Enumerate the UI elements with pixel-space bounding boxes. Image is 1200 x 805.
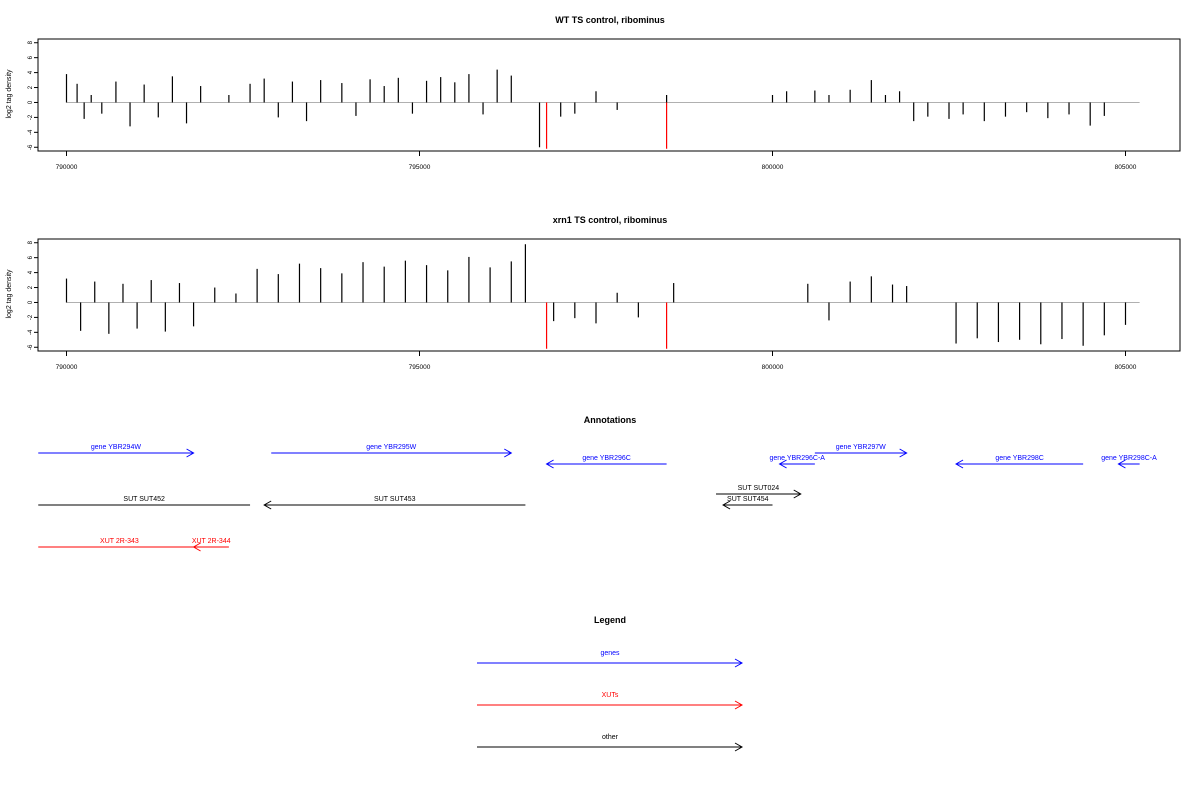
annotation-features: gene YBR294W gene YBR295W gene YBR296C gene… (38, 444, 1157, 552)
x-tick-label: 800000 (762, 364, 784, 371)
feature-arrowhead (504, 448, 513, 458)
feature-arrowhead (186, 448, 195, 458)
feature-arrowhead (955, 459, 964, 469)
x-tick-label: 790000 (56, 164, 78, 171)
wt-track-ylabel: log2 tag density (6, 69, 13, 119)
legend-panel: Legend genes XUTs other (477, 615, 744, 752)
y-tick-label: 2 (28, 85, 34, 89)
y-tick-label: -2 (28, 314, 34, 320)
x-tick-label: 805000 (1115, 364, 1137, 371)
y-tick-label: -4 (28, 329, 34, 335)
y-tick-label: -2 (28, 114, 34, 120)
legend-label: other (602, 734, 619, 741)
x-tick-label: 800000 (762, 164, 784, 171)
y-tick-label: -4 (28, 129, 34, 135)
wt-bars (65, 69, 1140, 149)
y-tick-label: 6 (28, 255, 34, 259)
annotations-panel: Annotations gene YBR294W gene YBR295Wgene… (38, 415, 1157, 552)
x-tick-label: 795000 (409, 164, 431, 171)
feature-label: gene YBR296C (582, 455, 631, 462)
y-tick-label: 0 (28, 100, 34, 104)
xrn1-plot-frame (37, 238, 1181, 352)
feature-label: gene YBR294W (91, 444, 141, 451)
feature-arrowhead (545, 459, 554, 469)
legend-arrowhead (734, 700, 744, 710)
xrn1-track-title: xrn1 TS control, ribominus (553, 215, 668, 225)
feature-label: gene YBR298C-A (1101, 455, 1157, 462)
feature-arrowhead (192, 542, 201, 552)
wt-y-axis: 8 6 4 2 0 -2 -4 -6 (28, 40, 38, 150)
y-tick-label: -6 (28, 144, 34, 150)
feature-label: XUT 2R-343 (100, 538, 139, 545)
feature-arrowhead (722, 500, 731, 510)
x-tick-label: 805000 (1115, 164, 1137, 171)
legend-arrowhead (734, 742, 744, 752)
feature-arrowhead (793, 489, 802, 499)
legend-title: Legend (594, 615, 626, 625)
xrn1-track-panel: xrn1 TS control, ribominus log2 tag dens… (6, 215, 1181, 371)
y-tick-label: 4 (28, 70, 34, 74)
y-tick-label: 8 (28, 240, 34, 244)
feature-label: SUT SUT452 (123, 496, 165, 503)
feature-arrowhead (778, 459, 787, 469)
wt-track-title: WT TS control, ribominus (555, 15, 665, 25)
feature-arrowhead (899, 448, 908, 458)
y-tick-label: 2 (28, 285, 34, 289)
legend-label: XUTs (602, 692, 619, 699)
feature-arrowhead (1117, 459, 1126, 469)
legend-items: genes XUTs other (477, 650, 744, 752)
xrn1-y-axis: 8 6 4 2 0 -2 -4 -6 (28, 240, 38, 350)
wt-x-axis: 790000 795000 800000 805000 (56, 151, 1137, 171)
feature-label: gene YBR297W (836, 444, 886, 451)
feature-arrowhead (263, 500, 272, 510)
legend-label: genes (600, 650, 620, 657)
xrn1-track-ylabel: log2 tag density (6, 269, 13, 319)
x-tick-label: 790000 (56, 364, 78, 371)
x-tick-label: 795000 (409, 364, 431, 371)
y-tick-label: 4 (28, 270, 34, 274)
feature-label: gene YBR296C-A (769, 455, 825, 462)
y-tick-label: 8 (28, 40, 34, 44)
feature-label: XUT 2R-344 (192, 538, 231, 545)
feature-label: SUT SUT454 (727, 496, 769, 503)
xrn1-bars (65, 244, 1140, 349)
feature-label: gene YBR295W (366, 444, 416, 451)
feature-label: SUT SUT024 (738, 485, 780, 492)
annotations-title: Annotations (584, 415, 637, 425)
y-tick-label: 0 (28, 300, 34, 304)
wt-plot-frame (37, 38, 1181, 152)
feature-label: gene YBR298C (995, 455, 1044, 462)
xrn1-x-axis: 790000 795000 800000 805000 (56, 351, 1137, 371)
legend-arrowhead (734, 658, 744, 668)
wt-track-panel: WT TS control, ribominus log2 tag densit… (6, 15, 1181, 171)
feature-label: SUT SUT453 (374, 496, 416, 503)
y-tick-label: -6 (28, 344, 34, 350)
y-tick-label: 6 (28, 55, 34, 59)
